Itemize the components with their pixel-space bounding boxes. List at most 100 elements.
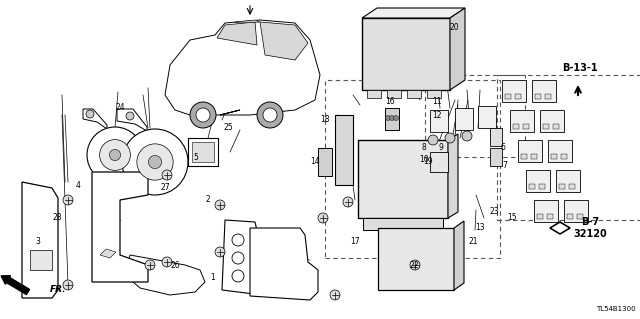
Circle shape (162, 170, 172, 180)
Polygon shape (92, 172, 148, 282)
Text: 1: 1 (211, 273, 216, 283)
Bar (534, 200, 558, 222)
Polygon shape (117, 109, 147, 131)
Circle shape (330, 290, 340, 300)
Circle shape (137, 144, 173, 180)
Circle shape (445, 133, 455, 143)
Bar (385, 108, 399, 130)
Polygon shape (30, 250, 52, 270)
Circle shape (410, 260, 420, 270)
Text: 11: 11 (432, 98, 442, 107)
Text: 28: 28 (52, 213, 61, 222)
Circle shape (109, 149, 120, 160)
Circle shape (215, 200, 225, 210)
Text: 18: 18 (320, 115, 330, 124)
Text: 16: 16 (385, 98, 395, 107)
Bar (513, 124, 519, 129)
Bar (318, 148, 332, 176)
Bar (545, 94, 551, 99)
Bar (535, 94, 541, 99)
Circle shape (394, 115, 399, 121)
Text: 9: 9 (438, 144, 444, 152)
Bar (547, 214, 553, 219)
Text: 8: 8 (422, 144, 426, 152)
Bar (387, 90, 401, 98)
Bar (490, 128, 502, 146)
Circle shape (87, 127, 143, 183)
Text: B-7: B-7 (581, 217, 599, 227)
Bar (325, 80, 500, 258)
Polygon shape (165, 20, 320, 115)
Bar (510, 110, 534, 132)
Text: 32120: 32120 (573, 229, 607, 239)
Circle shape (215, 247, 225, 257)
Circle shape (390, 115, 394, 121)
Circle shape (385, 115, 390, 121)
Circle shape (100, 140, 131, 170)
Text: 15: 15 (507, 213, 517, 222)
Bar (543, 124, 549, 129)
Text: 4: 4 (76, 181, 81, 189)
Bar (425, 75, 525, 157)
Text: 23: 23 (489, 207, 499, 217)
Bar (556, 170, 580, 192)
Bar (378, 228, 454, 290)
Bar (490, 148, 502, 166)
Polygon shape (250, 228, 318, 300)
Bar (553, 124, 559, 129)
Bar (564, 200, 588, 222)
Bar (529, 184, 535, 189)
Circle shape (63, 195, 73, 205)
Bar (548, 140, 572, 162)
Text: 14: 14 (310, 158, 320, 167)
Polygon shape (454, 221, 464, 290)
Bar (523, 124, 529, 129)
Text: 10: 10 (419, 155, 429, 165)
Text: 22: 22 (409, 262, 419, 271)
Polygon shape (450, 8, 465, 90)
Circle shape (196, 108, 210, 122)
Circle shape (263, 108, 277, 122)
Text: TL54B1300: TL54B1300 (596, 306, 636, 312)
Circle shape (462, 131, 472, 141)
Polygon shape (217, 22, 257, 45)
Bar (569, 184, 575, 189)
Polygon shape (362, 8, 465, 18)
Bar (497, 75, 640, 220)
Circle shape (162, 257, 172, 267)
Circle shape (428, 135, 438, 145)
Text: 5: 5 (193, 153, 198, 162)
Text: 13: 13 (475, 224, 485, 233)
Bar (367, 90, 381, 98)
Circle shape (63, 280, 73, 290)
Text: 21: 21 (468, 238, 477, 247)
Circle shape (190, 102, 216, 128)
Polygon shape (260, 22, 308, 60)
Polygon shape (83, 109, 107, 129)
Bar (192, 142, 214, 162)
Circle shape (343, 197, 353, 207)
Circle shape (318, 213, 328, 223)
Bar (430, 152, 448, 172)
Bar (455, 108, 473, 130)
Bar (551, 154, 557, 159)
Circle shape (126, 112, 134, 120)
Bar (362, 18, 450, 90)
Polygon shape (222, 220, 268, 295)
Text: 3: 3 (36, 238, 40, 247)
Bar (559, 184, 565, 189)
Bar (335, 115, 353, 185)
Bar (427, 90, 441, 98)
Polygon shape (448, 134, 458, 218)
Polygon shape (235, 20, 260, 23)
Circle shape (148, 155, 161, 169)
Polygon shape (550, 222, 570, 234)
Polygon shape (22, 182, 58, 298)
Bar (521, 154, 527, 159)
Circle shape (145, 260, 155, 270)
Bar (478, 106, 496, 128)
Bar (526, 170, 550, 192)
Bar (518, 140, 542, 162)
Text: 19: 19 (423, 158, 433, 167)
FancyArrow shape (1, 276, 29, 294)
